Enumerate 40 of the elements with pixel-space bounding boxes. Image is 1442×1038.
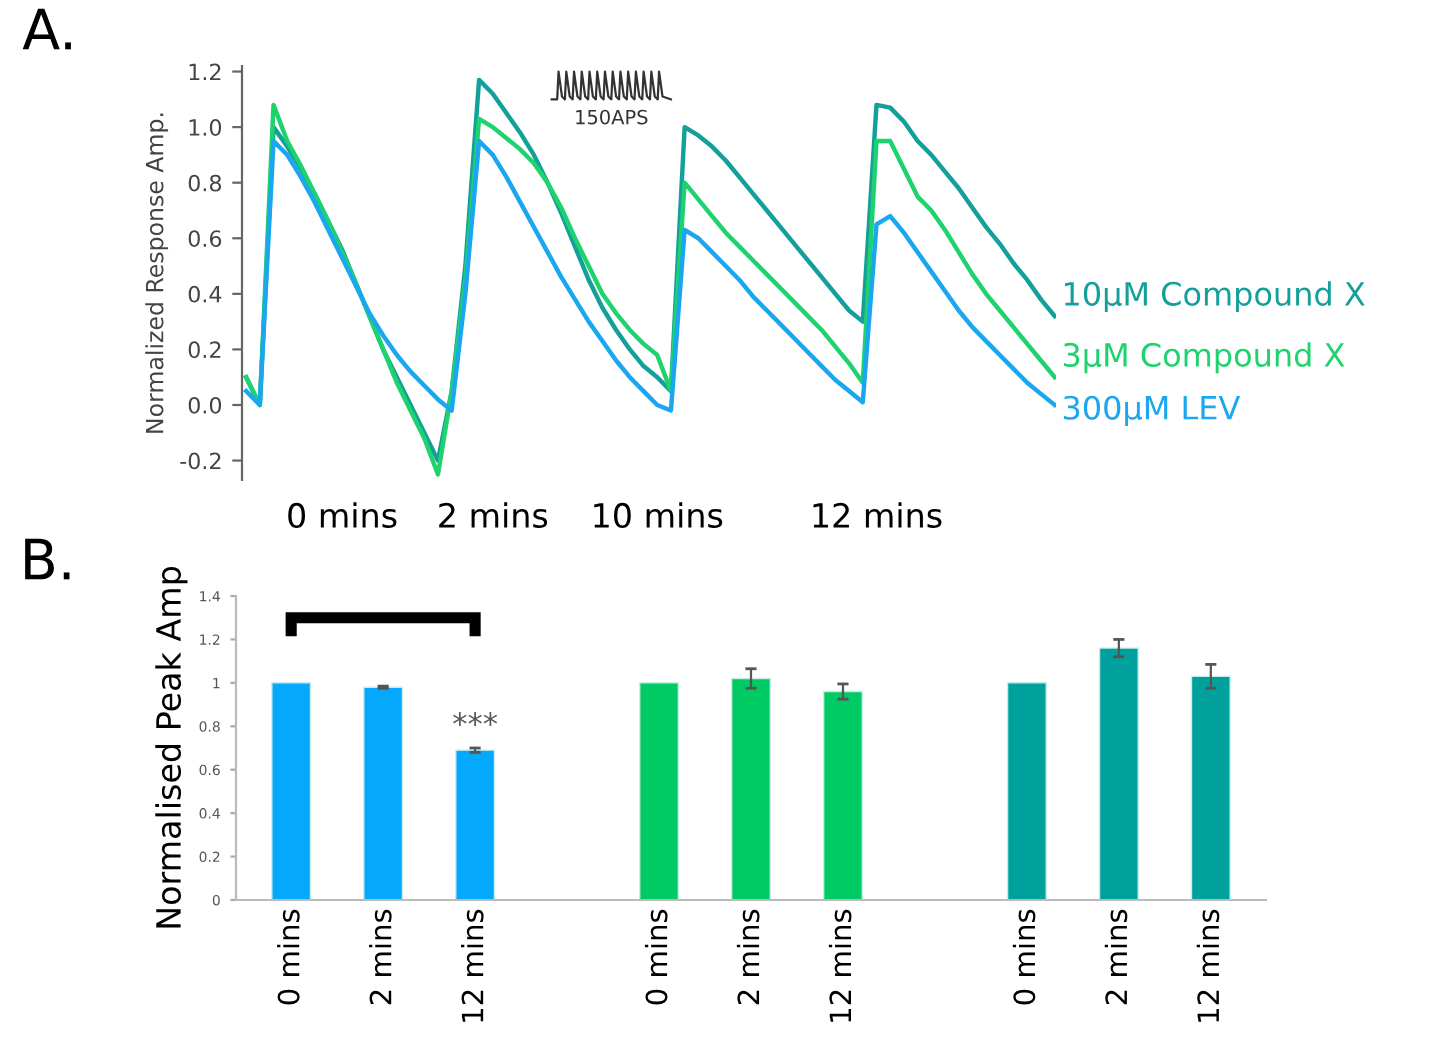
annotation: 150APS [576,109,648,125]
bar [730,677,772,900]
bar [363,686,404,900]
series-label: 300µM LEV [1063,395,1241,426]
bar [1098,647,1139,900]
bar [822,690,863,900]
chart-title: B. [25,538,70,580]
annotation: *** [453,712,498,726]
y-tick-label: -0.2 [180,452,221,470]
bar [271,682,312,900]
bar [1006,682,1047,900]
bar [1190,675,1231,900]
y-axis-title: Normalized Response Amp. [145,113,169,433]
y-tick-label: 0.6 [188,230,222,248]
x-tick-label: 2 mins [736,909,760,1005]
series-label: 10µM Compound X [1064,281,1365,313]
y-tick-label: 0.2 [188,341,221,359]
x-tick-label: 12 mins [813,502,942,529]
x-tick-label: 0 mins [288,502,397,529]
y-axis-title: Normalised Peak Amp [155,566,188,928]
bar [639,682,680,900]
series-label: 3µM Compound X [1063,342,1345,374]
x-tick-label: 10 mins [594,502,723,529]
y-tick-label: 0.0 [188,396,222,414]
x-tick-label: 12 mins [460,909,484,1022]
x-tick-label: 0 mins [277,909,300,1005]
x-tick-label: 2 mins [369,909,392,1005]
x-tick-label: 0 mins [1012,909,1036,1005]
x-tick-label: 12 mins [1196,909,1220,1022]
y-tick-label: 1.0 [189,119,222,136]
x-tick-label: 2 mins [439,502,548,529]
y-tick-label: 0.4 [188,285,222,303]
y-tick-label: 1.2 [189,63,221,80]
x-tick-label: 0 mins [644,909,668,1005]
y-tick-label: 0.8 [188,174,222,192]
x-tick-label: 12 mins [828,909,852,1022]
bar [455,749,496,900]
chart-title: A. [22,8,71,50]
x-tick-label: 2 mins [1104,909,1128,1005]
line-series [243,138,1056,413]
